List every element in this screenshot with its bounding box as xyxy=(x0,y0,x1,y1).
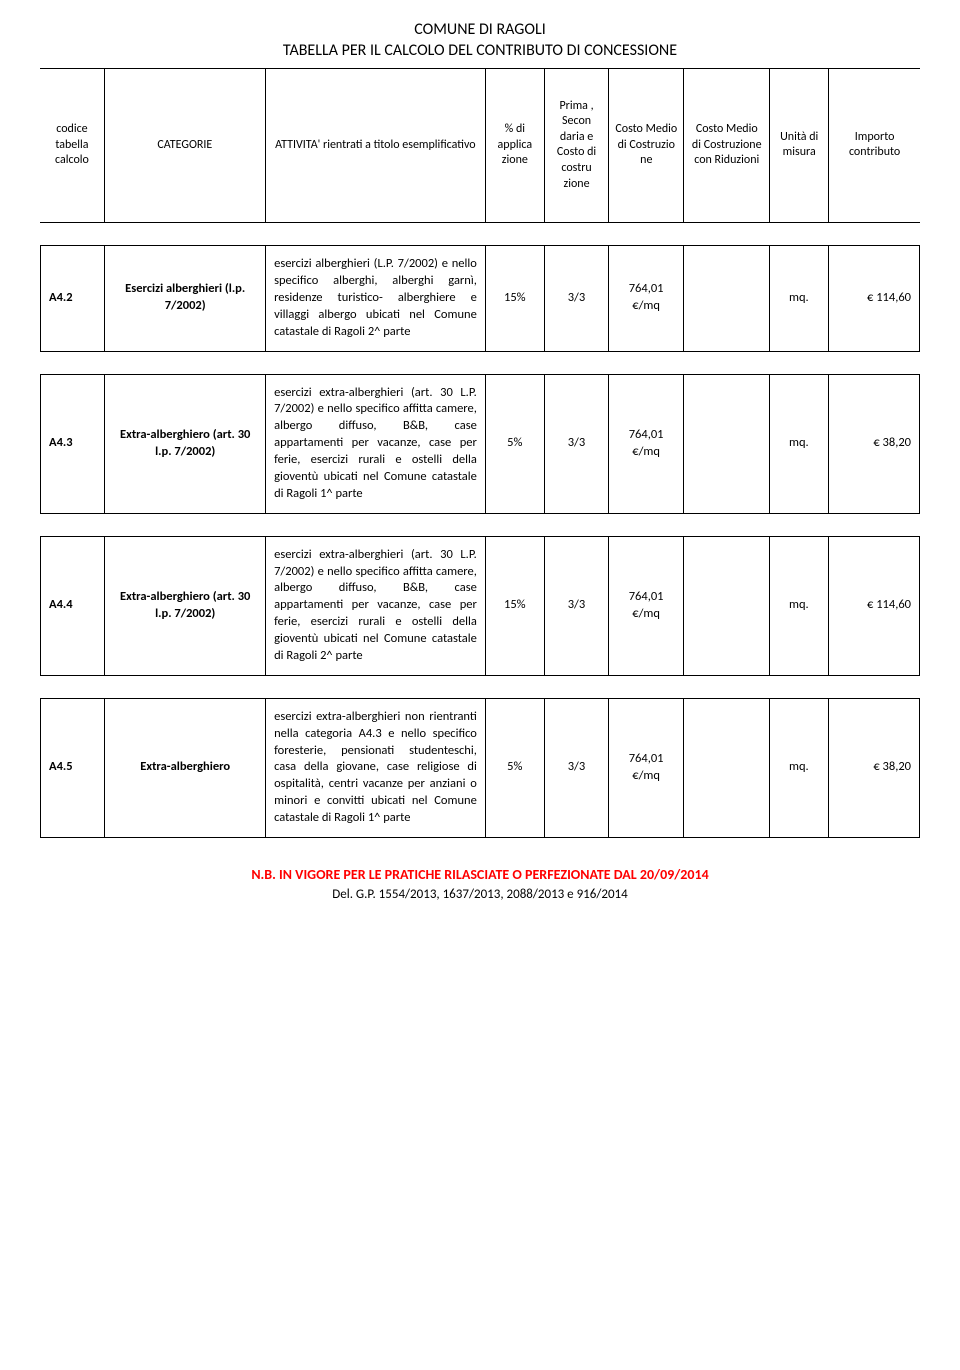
cell-empty xyxy=(684,246,770,351)
cell-import: € 114,60 xyxy=(828,536,919,675)
cell-costo: 764,01 €/mq xyxy=(609,246,684,351)
cell-unit: mq. xyxy=(769,374,828,513)
cell-description: esercizi extra-alberghieri (art. 30 L.P.… xyxy=(266,536,486,675)
table-row: A4.2 Esercizi alberghieri (l.p. 7/2002) … xyxy=(41,246,920,351)
cell-percent: 15% xyxy=(485,246,544,351)
cell-empty xyxy=(684,374,770,513)
cell-fraction: 3/3 xyxy=(544,698,608,837)
header-prima: Prima , Secon daria e Costo di costru zi… xyxy=(544,68,608,223)
table-row: A4.5 Extra-alberghiero esercizi extra-al… xyxy=(41,698,920,837)
cell-code: A4.5 xyxy=(41,698,105,837)
cell-import: € 114,60 xyxy=(828,246,919,351)
header-table: codice tabella calcolo CATEGORIE ATTIVIT… xyxy=(40,68,920,224)
data-table: A4.5 Extra-alberghiero esercizi extra-al… xyxy=(40,698,920,838)
cell-category: Extra-alberghiero xyxy=(105,698,266,837)
cell-empty xyxy=(684,536,770,675)
cell-description: esercizi extra-alberghieri non rientrant… xyxy=(266,698,486,837)
header-unita: Unità di misura xyxy=(770,68,829,223)
cell-costo: 764,01 €/mq xyxy=(609,536,684,675)
footer-line-1: N.B. IN VIGORE PER LE PRATICHE RILASCIAT… xyxy=(40,864,920,885)
cell-unit: mq. xyxy=(769,698,828,837)
footer-line-2: Del. G.P. 1554/2013, 1637/2013, 2088/201… xyxy=(40,885,920,905)
cell-import: € 38,20 xyxy=(828,374,919,513)
cell-import: € 38,20 xyxy=(828,698,919,837)
cell-description: esercizi extra-alberghieri (art. 30 L.P.… xyxy=(266,374,486,513)
table-row: A4.4 Extra-alberghiero (art. 30 l.p. 7/2… xyxy=(41,536,920,675)
cell-percent: 5% xyxy=(485,698,544,837)
cell-empty xyxy=(684,698,770,837)
header-costo-medio: Costo Medio di Costruzio ne xyxy=(609,68,684,223)
cell-unit: mq. xyxy=(769,536,828,675)
cell-description: esercizi alberghieri (L.P. 7/2002) e nel… xyxy=(266,246,486,351)
cell-unit: mq. xyxy=(769,246,828,351)
cell-fraction: 3/3 xyxy=(544,374,608,513)
header-percentuale: % di applica zione xyxy=(485,68,544,223)
cell-fraction: 3/3 xyxy=(544,536,608,675)
header-row: codice tabella calcolo CATEGORIE ATTIVIT… xyxy=(40,68,920,223)
header-codice: codice tabella calcolo xyxy=(40,68,104,223)
table-row: A4.3 Extra-alberghiero (art. 30 l.p. 7/2… xyxy=(41,374,920,513)
cell-code: A4.2 xyxy=(41,246,105,351)
document-title: COMUNE DI RAGOLI TABELLA PER IL CALCOLO … xyxy=(40,20,920,62)
data-table: A4.3 Extra-alberghiero (art. 30 l.p. 7/2… xyxy=(40,374,920,514)
data-table: A4.4 Extra-alberghiero (art. 30 l.p. 7/2… xyxy=(40,536,920,676)
cell-costo: 764,01 €/mq xyxy=(609,374,684,513)
cell-category: Esercizi alberghieri (l.p. 7/2002) xyxy=(105,246,266,351)
header-costo-riduzioni: Costo Medio di Costruzione con Riduzioni xyxy=(684,68,770,223)
cell-percent: 15% xyxy=(485,536,544,675)
cell-costo: 764,01 €/mq xyxy=(609,698,684,837)
header-categorie: CATEGORIE xyxy=(104,68,265,223)
cell-code: A4.3 xyxy=(41,374,105,513)
title-line-2: TABELLA PER IL CALCOLO DEL CONTRIBUTO DI… xyxy=(283,41,677,60)
cell-fraction: 3/3 xyxy=(544,246,608,351)
header-attivita: ATTIVITA' rientrati a titolo esemplifica… xyxy=(265,68,485,223)
cell-percent: 5% xyxy=(485,374,544,513)
title-line-1: COMUNE DI RAGOLI xyxy=(414,20,545,39)
cell-category: Extra-alberghiero (art. 30 l.p. 7/2002) xyxy=(105,536,266,675)
header-importo: Importo contributo xyxy=(829,68,920,223)
data-table: A4.2 Esercizi alberghieri (l.p. 7/2002) … xyxy=(40,245,920,351)
cell-category: Extra-alberghiero (art. 30 l.p. 7/2002) xyxy=(105,374,266,513)
cell-code: A4.4 xyxy=(41,536,105,675)
footer: N.B. IN VIGORE PER LE PRATICHE RILASCIAT… xyxy=(40,864,920,905)
